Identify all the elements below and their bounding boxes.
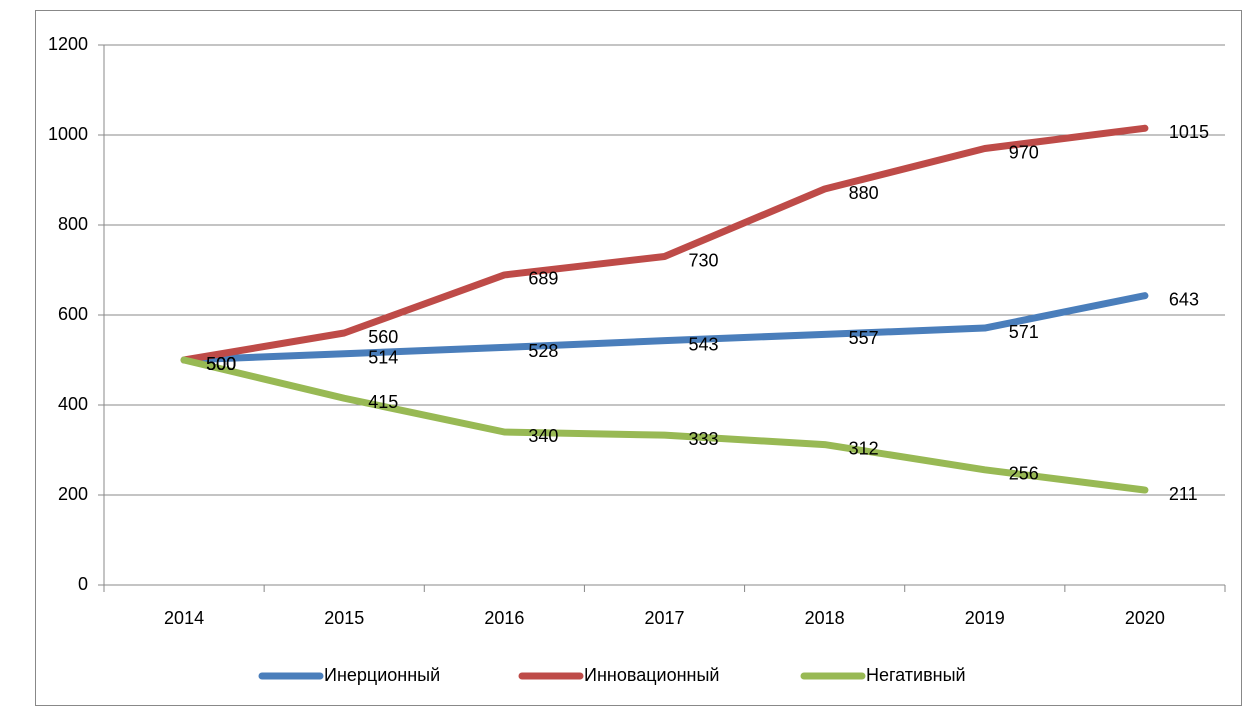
data-label: 340 xyxy=(528,426,558,446)
legend-label: Инерционный xyxy=(324,665,440,685)
x-tick-label: 2015 xyxy=(324,608,364,628)
x-tick-label: 2019 xyxy=(965,608,1005,628)
y-tick-label: 1000 xyxy=(48,124,88,144)
y-tick-label: 600 xyxy=(58,304,88,324)
data-label: 500 xyxy=(206,354,236,374)
data-label: 312 xyxy=(849,438,879,458)
data-label: 557 xyxy=(849,328,879,348)
data-label: 500 xyxy=(206,354,236,374)
y-tick-label: 400 xyxy=(58,394,88,414)
chart-border xyxy=(35,10,1242,706)
data-label: 560 xyxy=(368,327,398,347)
data-label: 689 xyxy=(528,269,558,289)
y-tick-label: 1200 xyxy=(48,34,88,54)
data-label: 643 xyxy=(1169,289,1199,309)
y-tick-label: 800 xyxy=(58,214,88,234)
legend-label: Инновационный xyxy=(584,665,719,685)
data-label: 730 xyxy=(689,250,719,270)
x-tick-label: 2017 xyxy=(644,608,684,628)
data-label: 256 xyxy=(1009,464,1039,484)
y-tick-label: 200 xyxy=(58,484,88,504)
series-line xyxy=(180,292,1149,364)
data-label: 211 xyxy=(1169,484,1198,504)
x-tick-label: 2014 xyxy=(164,608,204,628)
data-label: 970 xyxy=(1009,142,1039,162)
data-label: 571 xyxy=(1009,322,1039,342)
series-line xyxy=(180,124,1149,364)
y-tick-label: 0 xyxy=(78,574,88,594)
series-line xyxy=(180,356,1149,494)
x-tick-label: 2016 xyxy=(484,608,524,628)
data-label: 514 xyxy=(368,347,398,367)
data-label: 333 xyxy=(689,429,719,449)
legend-label: Негативный xyxy=(866,665,966,685)
data-label: 528 xyxy=(528,341,558,361)
data-label: 880 xyxy=(849,183,879,203)
data-label: 543 xyxy=(689,334,719,354)
x-tick-label: 2020 xyxy=(1125,608,1165,628)
data-label: 500 xyxy=(206,354,236,374)
x-tick-label: 2018 xyxy=(805,608,845,628)
data-label: 415 xyxy=(368,392,398,412)
data-label: 1015 xyxy=(1169,122,1209,142)
